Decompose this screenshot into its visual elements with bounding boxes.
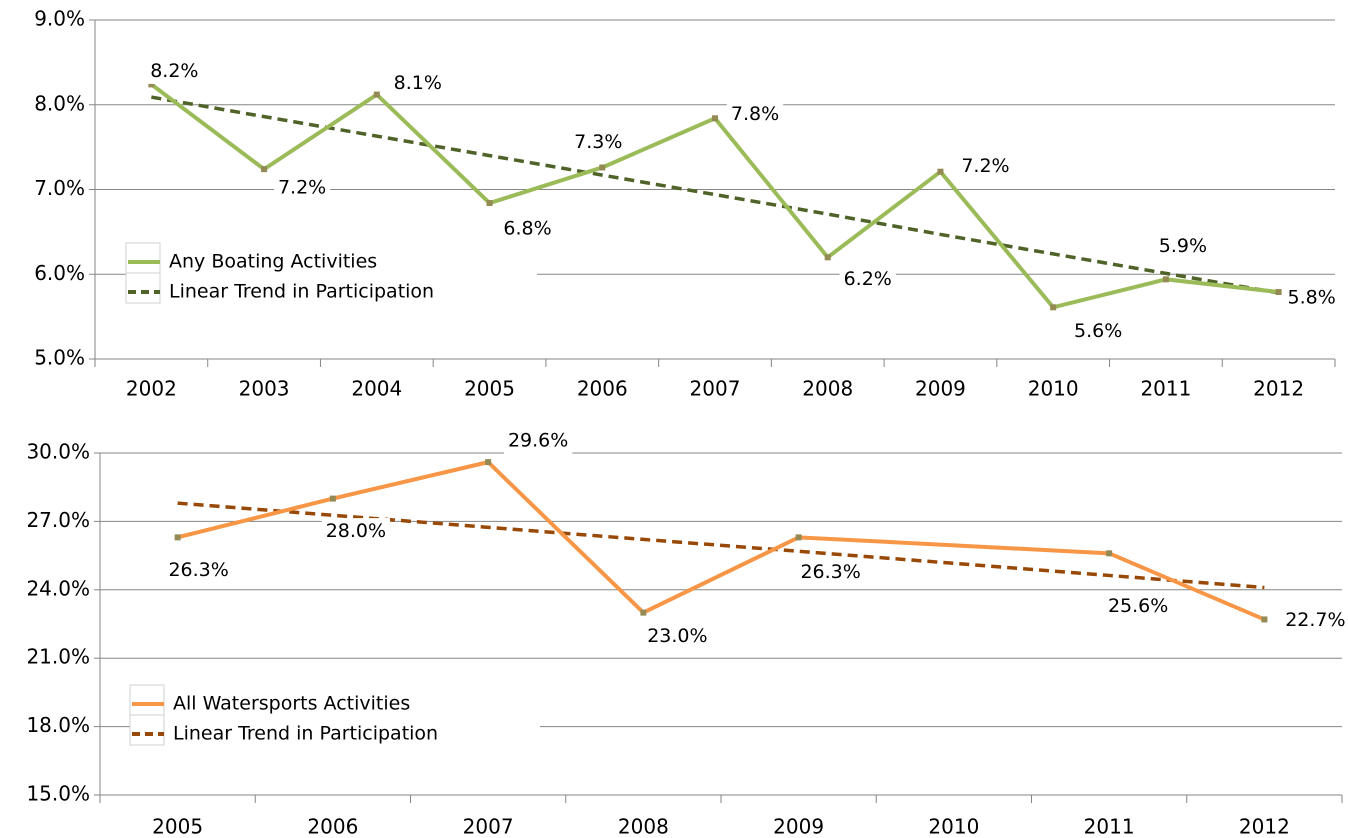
data-marker	[148, 81, 155, 88]
data-label-background	[499, 215, 556, 242]
data-label: 5.8%	[1287, 287, 1335, 309]
data-label: 8.2%	[150, 60, 198, 82]
x-tick-label: 2003	[239, 377, 290, 401]
data-label-background	[146, 57, 203, 84]
data-label-background	[726, 100, 784, 127]
x-tick-label: 2007	[463, 815, 514, 838]
data-label: 5.6%	[1074, 320, 1122, 342]
x-tick-label: 2010	[1028, 377, 1079, 401]
data-label: 26.3%	[800, 561, 860, 583]
data-label: 8.1%	[394, 72, 442, 94]
data-marker	[373, 91, 380, 98]
data-marker	[486, 200, 493, 207]
data-label: 7.2%	[961, 155, 1009, 177]
y-tick-label: 7.0%	[34, 176, 85, 200]
x-tick-label: 2011	[1084, 815, 1135, 838]
x-tick-label: 2007	[690, 377, 741, 401]
data-label: 5.9%	[1159, 235, 1207, 257]
x-tick-label: 2011	[1140, 377, 1191, 401]
data-label-background	[273, 174, 331, 201]
data-marker	[640, 609, 647, 616]
x-tick-label: 2012	[1239, 815, 1290, 838]
data-label: 6.8%	[503, 218, 551, 240]
data-label-background	[643, 623, 712, 650]
x-tick-label: 2008	[618, 815, 669, 838]
legend-label: Linear Trend in Participation	[173, 723, 438, 745]
data-label: 22.7%	[1285, 609, 1345, 631]
y-tick-label: 21.0%	[26, 645, 90, 669]
data-label: 7.8%	[731, 103, 779, 125]
y-tick-label: 6.0%	[34, 261, 85, 285]
x-tick-label: 2005	[464, 377, 515, 401]
y-tick-label: 24.0%	[26, 576, 90, 600]
data-marker	[712, 115, 718, 122]
data-label-background	[321, 518, 391, 545]
data-label: 28.0%	[326, 520, 386, 542]
y-tick-label: 15.0%	[26, 782, 90, 806]
legend-swatch-box	[125, 272, 161, 304]
data-label-background	[796, 558, 865, 585]
data-marker	[1106, 550, 1113, 557]
data-marker	[1162, 276, 1169, 283]
trend-line	[177, 501, 1265, 590]
x-tick-label: 2009	[773, 815, 824, 838]
y-tick-label: 30.0%	[26, 440, 90, 464]
x-tick-label: 2005	[152, 815, 203, 838]
data-label-background	[570, 128, 627, 155]
data-label: 25.6%	[1108, 595, 1168, 617]
data-label-background	[839, 265, 896, 292]
y-tick-label: 9.0%	[34, 7, 85, 31]
data-marker	[1261, 616, 1268, 623]
x-tick-label: 2009	[915, 377, 966, 401]
data-marker	[824, 254, 831, 261]
data-label-background	[164, 556, 233, 583]
data-label: 23.0%	[647, 625, 707, 647]
data-label-background	[503, 427, 573, 454]
legend-background	[130, 685, 540, 765]
data-marker	[329, 495, 336, 502]
data-label-background	[1103, 592, 1173, 619]
x-tick-label: 2002	[126, 377, 177, 401]
y-tick-label: 27.0%	[26, 508, 90, 532]
data-label: 6.2%	[844, 268, 892, 290]
data-label-background	[1154, 232, 1212, 259]
x-tick-label: 2010	[928, 815, 979, 838]
data-marker	[261, 166, 268, 173]
data-marker	[937, 168, 944, 175]
legend-label: Linear Trend in Participation	[169, 281, 434, 303]
y-tick-label: 8.0%	[34, 91, 85, 115]
x-tick-label: 2004	[351, 377, 402, 401]
trend-line	[151, 95, 1279, 295]
legend-label: Any Boating Activities	[169, 251, 377, 273]
data-marker	[1275, 289, 1282, 296]
data-label: 29.6%	[508, 430, 568, 452]
x-tick-label: 2006	[577, 377, 628, 401]
data-marker	[599, 164, 606, 171]
data-label: 7.3%	[574, 131, 622, 153]
data-label-background	[389, 70, 446, 97]
x-tick-label: 2008	[802, 377, 853, 401]
data-label-background	[1283, 284, 1340, 311]
data-label: 26.3%	[168, 559, 228, 581]
data-label: 7.2%	[278, 177, 326, 199]
y-tick-label: 5.0%	[34, 346, 85, 370]
legend-label: All Watersports Activities	[173, 693, 410, 715]
legend-swatch-box	[129, 714, 165, 746]
data-label-background	[957, 153, 1014, 180]
legend-background	[126, 243, 537, 315]
y-tick-label: 18.0%	[26, 713, 90, 737]
x-tick-label: 2012	[1253, 377, 1304, 401]
data-marker	[1050, 304, 1057, 311]
data-label-background	[1070, 317, 1127, 344]
x-tick-label: 2006	[307, 815, 358, 838]
data-marker	[795, 534, 802, 541]
data-label-background	[1281, 606, 1348, 633]
data-marker	[485, 459, 492, 466]
data-marker	[174, 534, 181, 541]
